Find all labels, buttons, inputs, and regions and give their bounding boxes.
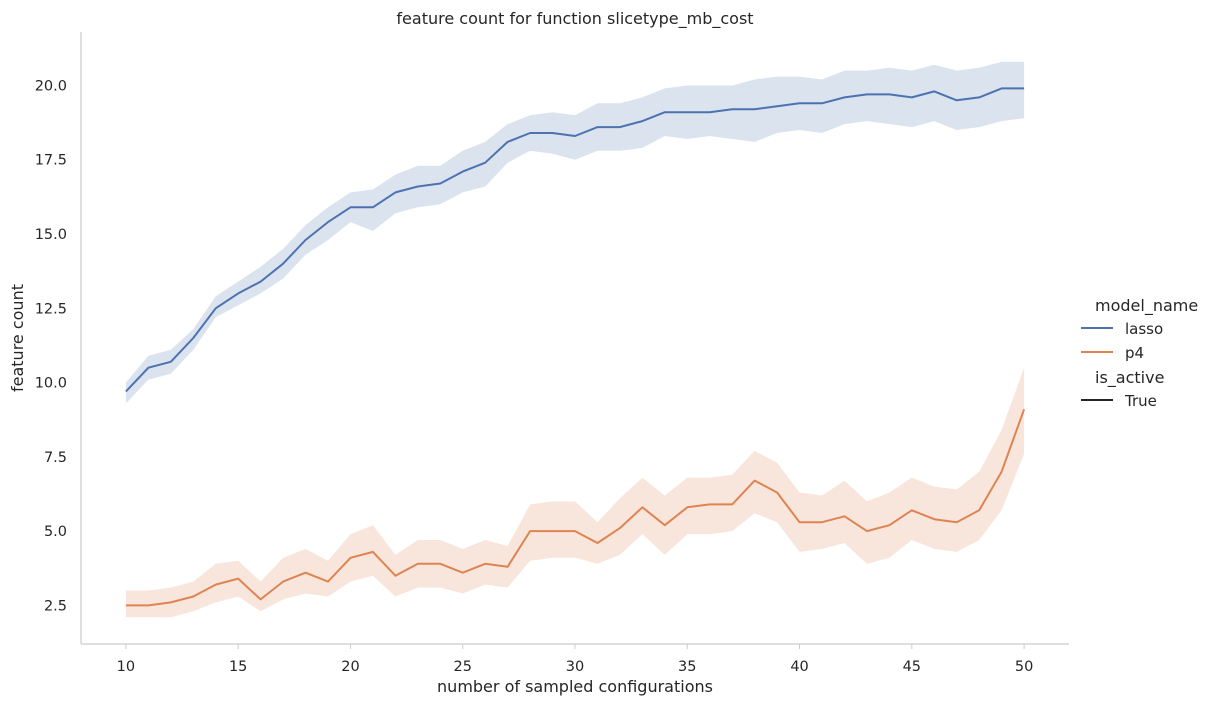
band-lasso bbox=[125, 61, 1025, 404]
legend-label-true: True bbox=[1124, 392, 1157, 410]
y-tick-label: 17.5 bbox=[35, 153, 67, 169]
y-tick-label: 5.0 bbox=[44, 524, 67, 540]
x-tick-label: 50 bbox=[1015, 659, 1033, 675]
x-tick-label: 35 bbox=[678, 659, 696, 675]
x-tick-label: 15 bbox=[229, 659, 247, 675]
y-tick-label: 15.0 bbox=[35, 227, 67, 243]
legend-style-title: is_active bbox=[1095, 368, 1164, 388]
line-lasso bbox=[125, 87, 1025, 393]
y-tick-label: 2.5 bbox=[44, 598, 67, 614]
x-tick-label: 25 bbox=[454, 659, 472, 675]
x-axis-label: number of sampled configurations bbox=[437, 677, 713, 696]
y-tick-label: 20.0 bbox=[35, 78, 67, 94]
x-tick-label: 10 bbox=[117, 659, 135, 675]
legend: model_name lasso p4 is_active True bbox=[1081, 296, 1198, 410]
x-tick-label: 20 bbox=[341, 659, 359, 675]
legend-title: model_name bbox=[1095, 296, 1198, 316]
x-tick-label: 40 bbox=[790, 659, 808, 675]
x-ticks: 10 15 20 25 30 35 40 45 50 bbox=[117, 644, 1033, 675]
chart-title: feature count for function slicetype_mb_… bbox=[396, 9, 753, 29]
y-ticks: 2.5 5.0 7.5 10.0 12.5 15.0 17.5 20.0 bbox=[35, 78, 67, 614]
band-p4 bbox=[125, 367, 1025, 618]
legend-label-lasso: lasso bbox=[1125, 320, 1163, 338]
line-p4 bbox=[125, 408, 1026, 607]
x-tick-label: 30 bbox=[566, 659, 584, 675]
y-tick-label: 10.0 bbox=[35, 376, 67, 392]
legend-label-p4: p4 bbox=[1125, 344, 1144, 362]
x-tick-label: 45 bbox=[903, 659, 921, 675]
series-lines bbox=[125, 87, 1026, 607]
y-tick-label: 7.5 bbox=[44, 450, 67, 466]
y-tick-label: 12.5 bbox=[35, 301, 67, 317]
y-axis-label: feature count bbox=[8, 284, 27, 392]
confidence-bands bbox=[125, 61, 1025, 618]
